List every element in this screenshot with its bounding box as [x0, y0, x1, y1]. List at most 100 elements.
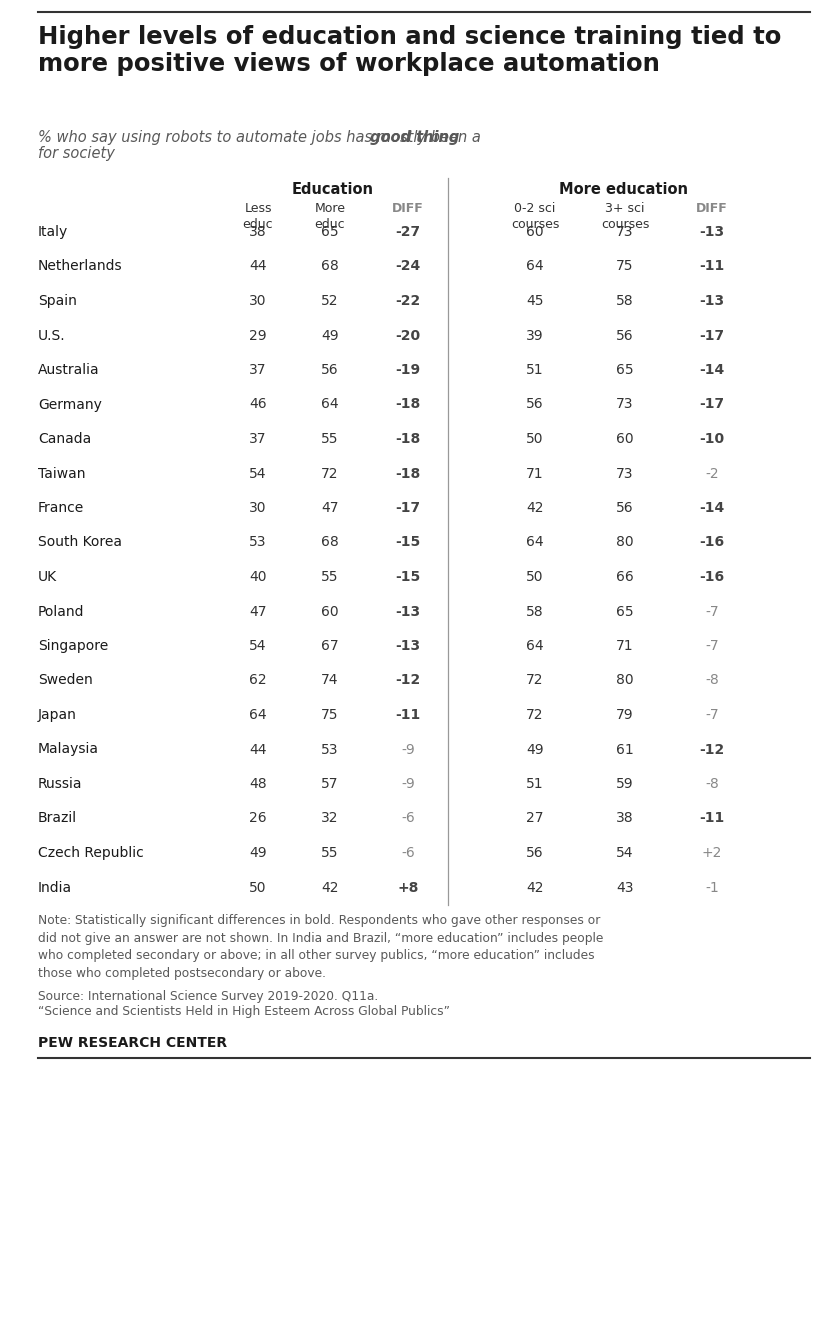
Text: 56: 56 [617, 501, 634, 515]
Text: -18: -18 [396, 398, 421, 411]
Text: UK: UK [38, 571, 57, 584]
Text: 60: 60 [321, 605, 339, 618]
Text: 49: 49 [321, 329, 339, 343]
Text: -16: -16 [700, 536, 725, 549]
Text: 56: 56 [526, 398, 543, 411]
Text: Singapore: Singapore [38, 638, 108, 653]
Text: good thing: good thing [370, 130, 459, 145]
Text: -8: -8 [705, 673, 719, 688]
Text: 56: 56 [526, 846, 543, 861]
Text: 55: 55 [321, 432, 339, 446]
Text: Australia: Australia [38, 363, 100, 376]
Text: -16: -16 [700, 571, 725, 584]
Text: 56: 56 [321, 363, 339, 376]
Text: +8: +8 [397, 880, 418, 895]
Text: 72: 72 [526, 708, 543, 722]
Text: 37: 37 [249, 363, 267, 376]
Text: 60: 60 [526, 225, 543, 239]
Text: 64: 64 [526, 259, 543, 274]
Text: 55: 55 [321, 571, 339, 584]
Text: Canada: Canada [38, 432, 92, 446]
Text: India: India [38, 880, 72, 895]
Text: 32: 32 [321, 811, 339, 826]
Text: Education: Education [292, 182, 374, 197]
Text: -27: -27 [396, 225, 421, 239]
Text: -14: -14 [700, 363, 725, 376]
Text: -13: -13 [700, 225, 725, 239]
Text: 68: 68 [321, 536, 339, 549]
Text: 73: 73 [617, 398, 633, 411]
Text: 75: 75 [321, 708, 339, 722]
Text: -13: -13 [396, 605, 421, 618]
Text: 50: 50 [526, 571, 543, 584]
Text: -6: -6 [402, 811, 415, 826]
Text: -19: -19 [396, 363, 421, 376]
Text: -15: -15 [396, 536, 421, 549]
Text: 73: 73 [617, 467, 633, 480]
Text: 0-2 sci
courses: 0-2 sci courses [511, 202, 559, 230]
Text: 44: 44 [249, 259, 267, 274]
Text: -11: -11 [396, 708, 421, 722]
Text: 52: 52 [321, 294, 339, 309]
Text: -24: -24 [396, 259, 421, 274]
Text: -18: -18 [396, 467, 421, 480]
Text: -8: -8 [705, 777, 719, 791]
Text: Russia: Russia [38, 777, 82, 791]
Text: 54: 54 [249, 638, 267, 653]
Text: 48: 48 [249, 777, 267, 791]
Text: 46: 46 [249, 398, 267, 411]
Text: 42: 42 [321, 880, 339, 895]
Text: -7: -7 [706, 708, 719, 722]
Text: -11: -11 [700, 259, 725, 274]
Text: 43: 43 [617, 880, 633, 895]
Text: 74: 74 [321, 673, 339, 688]
Text: 42: 42 [526, 880, 543, 895]
Text: +2: +2 [701, 846, 722, 861]
Text: 40: 40 [249, 571, 267, 584]
Text: -17: -17 [700, 398, 725, 411]
Text: 67: 67 [321, 638, 339, 653]
Text: 27: 27 [526, 811, 543, 826]
Text: 53: 53 [321, 742, 339, 757]
Text: 80: 80 [617, 673, 634, 688]
Text: 65: 65 [617, 363, 634, 376]
Text: -13: -13 [396, 638, 421, 653]
Text: 51: 51 [526, 363, 543, 376]
Text: -17: -17 [396, 501, 421, 515]
Text: -9: -9 [402, 742, 415, 757]
Text: Source: International Science Survey 2019-2020. Q11a.: Source: International Science Survey 201… [38, 991, 378, 1003]
Text: Malaysia: Malaysia [38, 742, 99, 757]
Text: “Science and Scientists Held in High Esteem Across Global Publics”: “Science and Scientists Held in High Est… [38, 1005, 450, 1019]
Text: 61: 61 [616, 742, 634, 757]
Text: 65: 65 [321, 225, 339, 239]
Text: -2: -2 [706, 467, 719, 480]
Text: -9: -9 [402, 777, 415, 791]
Text: -12: -12 [396, 673, 421, 688]
Text: 60: 60 [617, 432, 634, 446]
Text: Germany: Germany [38, 398, 102, 411]
Text: Sweden: Sweden [38, 673, 92, 688]
Text: 68: 68 [321, 259, 339, 274]
Text: 71: 71 [526, 467, 543, 480]
Text: -1: -1 [705, 880, 719, 895]
Text: 73: 73 [617, 225, 633, 239]
Text: 72: 72 [321, 467, 339, 480]
Text: Higher levels of education and science training tied to
more positive views of w: Higher levels of education and science t… [38, 25, 781, 76]
Text: 39: 39 [526, 329, 543, 343]
Text: 64: 64 [526, 638, 543, 653]
Text: -17: -17 [700, 329, 725, 343]
Text: Italy: Italy [38, 225, 68, 239]
Text: 62: 62 [249, 673, 267, 688]
Text: -15: -15 [396, 571, 421, 584]
Text: -18: -18 [396, 432, 421, 446]
Text: 37: 37 [249, 432, 267, 446]
Text: 38: 38 [617, 811, 634, 826]
Text: 58: 58 [617, 294, 634, 309]
Text: Japan: Japan [38, 708, 77, 722]
Text: for society: for society [38, 146, 115, 161]
Text: 59: 59 [617, 777, 634, 791]
Text: PEW RESEARCH CENTER: PEW RESEARCH CENTER [38, 1036, 227, 1051]
Text: 49: 49 [526, 742, 543, 757]
Text: 65: 65 [617, 605, 634, 618]
Text: -12: -12 [700, 742, 725, 757]
